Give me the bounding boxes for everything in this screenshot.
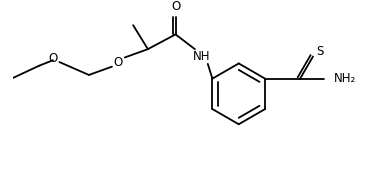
- Text: S: S: [316, 46, 323, 58]
- Text: O: O: [48, 52, 58, 65]
- Text: O: O: [171, 0, 180, 13]
- Text: NH: NH: [193, 50, 210, 63]
- Text: NH₂: NH₂: [334, 72, 356, 85]
- Text: O: O: [114, 55, 123, 69]
